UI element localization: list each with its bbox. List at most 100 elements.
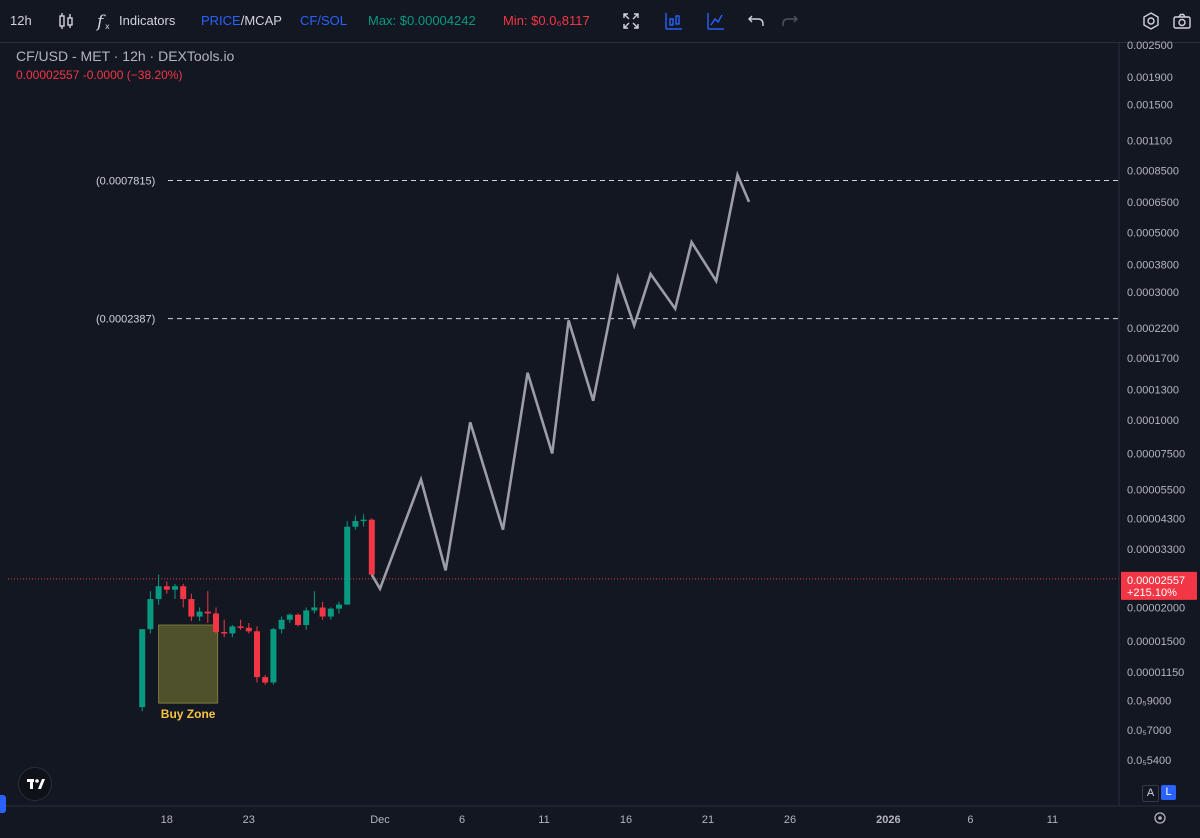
axis-settings-icon-ring — [1154, 812, 1166, 824]
tradingview-logo-icon — [27, 779, 45, 789]
candle-up — [278, 616, 285, 634]
y-tick-label: 0.001500 — [1127, 100, 1173, 112]
auto-scale-button[interactable]: A — [1142, 785, 1159, 802]
candle-body — [229, 626, 236, 634]
projection-layer — [370, 170, 751, 592]
y-tick-label: 0.0005000 — [1127, 227, 1179, 239]
x-tick-label: 11 — [1047, 814, 1058, 826]
current-price-badge — [1121, 571, 1197, 600]
candle-down — [163, 581, 170, 594]
candle-up — [303, 607, 310, 630]
y-tick-label: 0.00001500 — [1127, 636, 1185, 648]
candle-body — [286, 614, 293, 620]
buy-zone-layer: Buy Zone — [158, 624, 219, 721]
axes-layer: 0.002500 0.001900 0.001500 0.001100 0.000850… — [0, 40, 1200, 826]
y-tick-label: 0.0₅5400 — [1127, 755, 1171, 767]
candle-down — [204, 591, 211, 624]
y-tick-label: 0.0003000 — [1127, 287, 1179, 299]
camera-icon[interactable] — [1171, 10, 1193, 32]
candle-body — [327, 608, 334, 617]
min-price-label: Min: $0.0₆8117 — [503, 13, 590, 28]
redo-icon[interactable] — [779, 10, 801, 32]
candle-down — [221, 619, 228, 638]
candle-down — [368, 518, 375, 577]
candle-down — [245, 623, 252, 634]
indicators-button[interactable]: Indicators — [119, 13, 176, 28]
chart-price-line: 0.00002557 -0.0000 (−38.20%) — [16, 68, 183, 82]
axis-settings-icon-center — [1158, 816, 1162, 820]
x-tick-label: 21 — [702, 814, 714, 826]
y-tick-label: 0.0006500 — [1127, 197, 1179, 209]
candle-body — [254, 631, 260, 678]
candle-up — [139, 629, 146, 712]
candle-down — [319, 601, 326, 620]
candle-body — [336, 604, 342, 609]
x-tick-label: 23 — [243, 814, 255, 826]
candle-body — [180, 586, 187, 600]
candle-body — [270, 629, 277, 683]
candle-body — [147, 599, 154, 630]
candle-body — [221, 632, 228, 634]
candle-body — [262, 677, 269, 683]
y-tick-label: 0.0001700 — [1127, 353, 1179, 365]
candle-up — [229, 625, 236, 638]
candle-body — [360, 519, 367, 522]
price-mcap-toggle[interactable]: PRICE/MCAP — [201, 12, 282, 30]
mcap-label[interactable]: /MCAP — [240, 13, 282, 28]
buy-zone-label: Buy Zone — [161, 707, 216, 721]
y-tick-label: 0.001100 — [1127, 136, 1172, 148]
y-tick-label: 0.0₅9000 — [1127, 695, 1171, 707]
candle-up — [352, 515, 359, 530]
candles-layer — [139, 514, 375, 712]
level-lines-layer: (0.0007815) (0.0002387) — [8, 175, 1119, 580]
candle-body — [188, 599, 195, 617]
candles-icon[interactable] — [55, 10, 77, 32]
candle-up — [336, 601, 342, 614]
indicator-chart-icon[interactable] — [705, 10, 727, 32]
candle-body — [155, 586, 162, 600]
compare-icon[interactable] — [663, 10, 685, 32]
candle-down — [237, 619, 244, 630]
settings-icon[interactable] — [1140, 10, 1162, 32]
y-tick-label: 0.00001150 — [1127, 667, 1184, 679]
pair-toggle[interactable]: CF/SOL — [300, 13, 347, 28]
current-price-change: +215.10% — [1127, 587, 1177, 599]
candle-body — [319, 607, 326, 617]
max-price-label: Max: $0.00004242 — [368, 13, 476, 28]
candle-body — [368, 519, 375, 575]
interval-button[interactable]: 12h — [10, 13, 32, 28]
axis-settings-icon — [1154, 812, 1166, 824]
candle-body — [295, 614, 301, 626]
sidebar-toggle-handle[interactable] — [0, 795, 6, 813]
y-tick-label: 0.0002200 — [1127, 323, 1179, 335]
chart-title: CF/USD - MET · 12h · DEXTools.io — [16, 48, 235, 64]
x-tick-label: 16 — [620, 814, 632, 826]
candle-up — [270, 627, 277, 685]
candle-up — [360, 514, 367, 527]
svg-text:f: f — [95, 12, 106, 32]
candle-down — [295, 613, 301, 627]
candle-body — [196, 611, 203, 617]
candle-down — [254, 626, 260, 683]
log-scale-button[interactable]: L — [1161, 785, 1176, 800]
tradingview-logo[interactable] — [18, 767, 52, 801]
price-label[interactable]: PRICE — [201, 13, 241, 28]
candle-up — [196, 607, 203, 622]
candle-up — [327, 607, 334, 620]
candle-up — [147, 591, 154, 634]
y-tick-label: 0.00002000 — [1127, 602, 1185, 614]
fullscreen-icon[interactable] — [620, 10, 642, 32]
y-tick-label: 0.00004300 — [1127, 513, 1185, 525]
candle-body — [204, 611, 211, 614]
candle-down — [188, 593, 195, 622]
candle-up — [155, 574, 162, 605]
candle-body — [172, 586, 178, 590]
y-tick-label: 0.0008500 — [1127, 166, 1179, 178]
candle-up — [344, 521, 351, 605]
undo-icon[interactable] — [745, 10, 767, 32]
y-tick-label: 0.0₅7000 — [1127, 725, 1171, 737]
candle-body — [139, 629, 146, 708]
